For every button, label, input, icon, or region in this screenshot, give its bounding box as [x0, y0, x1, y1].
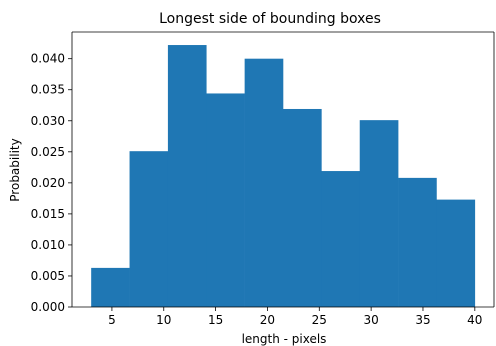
y-tick-label: 0.000: [31, 300, 65, 314]
histogram-bar-1: [91, 267, 130, 307]
y-tick-label: 0.030: [31, 114, 65, 128]
chart-title: Longest side of bounding boxes: [159, 11, 381, 27]
histogram-bar-7: [321, 171, 361, 307]
x-tick-label: 40: [467, 313, 482, 327]
x-tick-label: 35: [415, 313, 430, 327]
x-tick-label: 25: [312, 313, 327, 327]
histogram-bar-3: [167, 45, 207, 307]
y-tick-label: 0.035: [31, 83, 65, 97]
x-tick-label: 10: [156, 313, 171, 327]
x-tick-label: 15: [208, 313, 223, 327]
y-tick-label: 0.005: [31, 269, 65, 283]
bars-group: [91, 45, 476, 308]
histogram-bar-5: [244, 58, 284, 307]
y-tick-label: 0.040: [31, 52, 65, 66]
histogram-bar-8: [359, 120, 399, 308]
x-axis-ticks: 5 10 15 20 25 30 35 40: [108, 307, 482, 327]
y-axis-title: Probability: [8, 138, 22, 201]
y-tick-label: 0.020: [31, 176, 65, 190]
y-tick-label: 0.015: [31, 207, 65, 221]
x-tick-label: 20: [260, 313, 275, 327]
histogram-bar-9: [398, 177, 437, 307]
histogram-bar-2: [129, 151, 169, 307]
y-tick-label: 0.025: [31, 145, 65, 159]
histogram-bar-4: [206, 93, 245, 308]
x-tick-label: 30: [363, 313, 378, 327]
axes-spines: [71, 31, 495, 308]
histogram-bar-10: [436, 199, 476, 307]
x-tick-label: 5: [108, 313, 116, 327]
histogram-bar-6: [283, 108, 322, 307]
y-tick-label: 0.010: [31, 238, 65, 252]
x-axis-title: length - pixels: [242, 332, 327, 346]
y-axis-ticks: 0.000 0.005 0.010 0.015 0.020 0.025 0.030 0.035…: [31, 52, 72, 314]
